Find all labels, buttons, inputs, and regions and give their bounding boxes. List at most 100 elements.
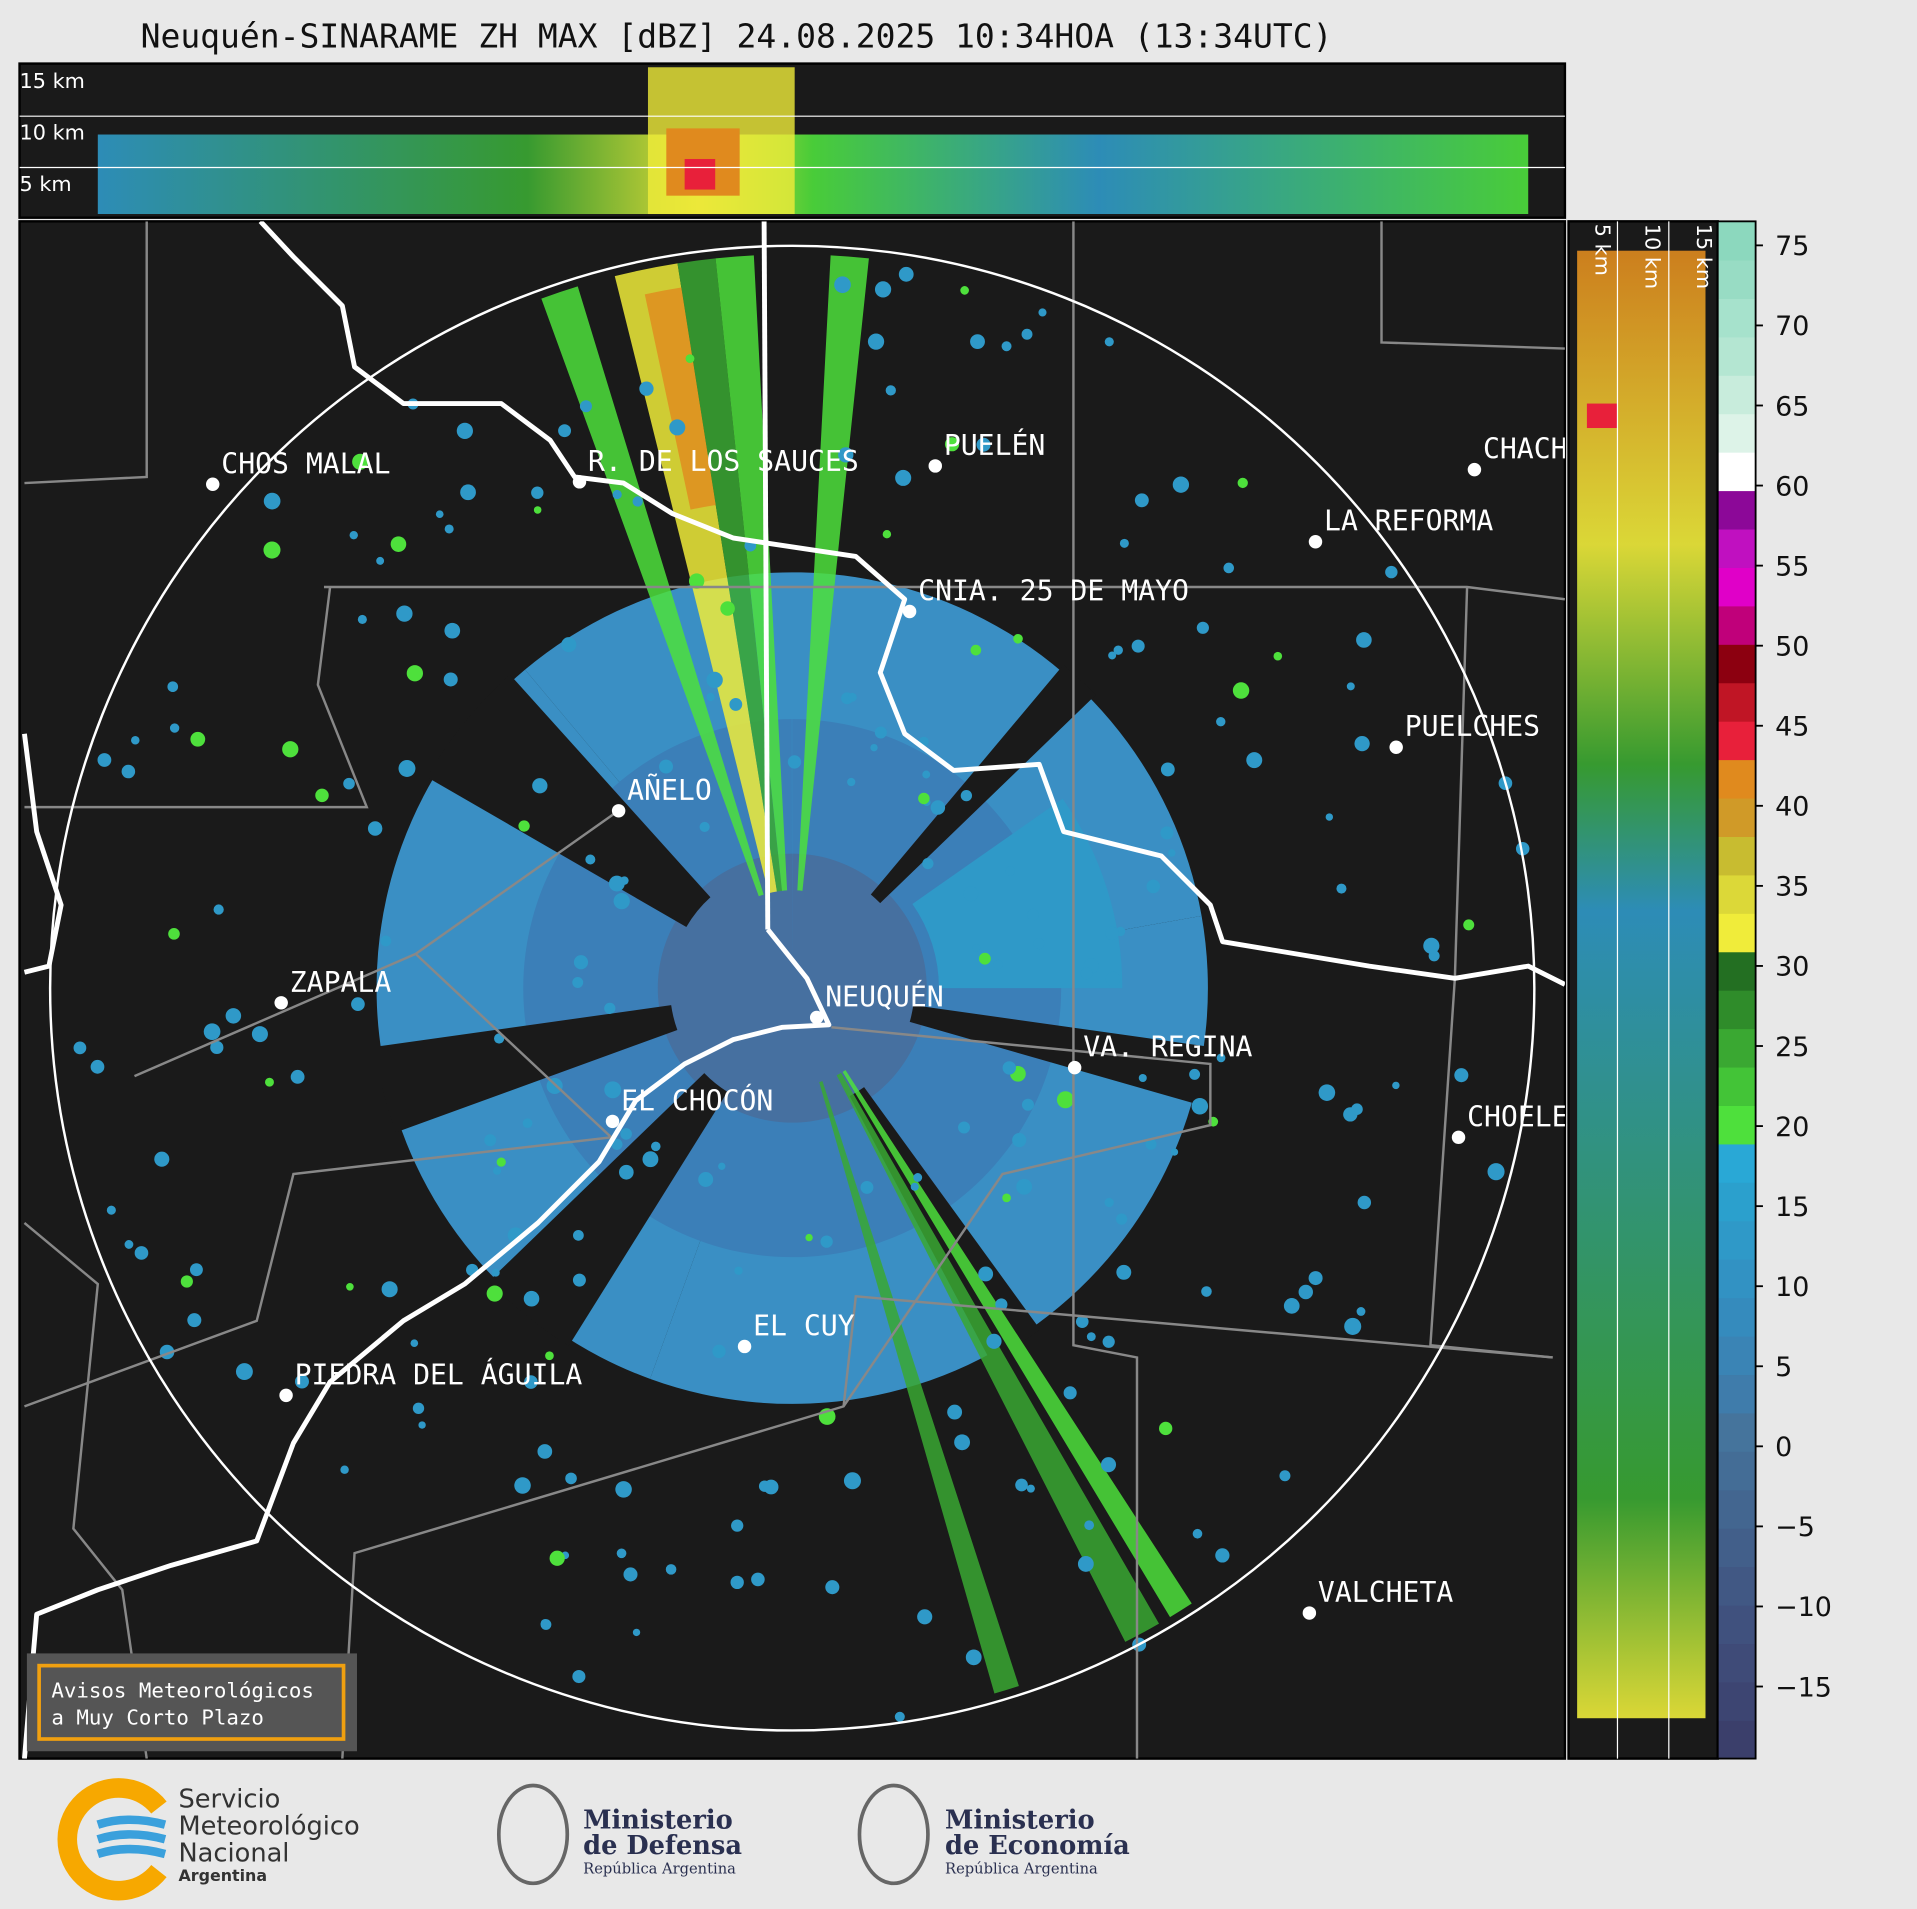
colorbar-segment: [1717, 1527, 1756, 1568]
boundary: [323, 585, 1565, 601]
echo-dot: [1463, 919, 1475, 931]
echo-dot: [729, 697, 743, 711]
echo: [677, 258, 783, 892]
echo-dot: [1216, 1053, 1226, 1063]
echo-dot: [444, 622, 461, 639]
echo-dot: [1021, 328, 1033, 340]
echo-dot: [579, 400, 592, 413]
colorbar-segment: [1717, 1604, 1756, 1645]
echo-dot: [290, 1069, 305, 1084]
colorbar-segment: [1717, 874, 1756, 914]
height-label: 5 km: [20, 172, 72, 196]
echo-dot: [518, 820, 530, 832]
echo-dot: [685, 354, 695, 364]
echo-dot: [604, 1002, 616, 1014]
echo-dot: [367, 821, 383, 836]
echo-dot: [847, 777, 856, 787]
top-profile: 15 km 10 km 5 km: [18, 62, 1567, 219]
logo-text: Ministerio: [945, 1805, 1095, 1835]
echo-dot: [1392, 1081, 1400, 1090]
colorbar-tick-label: 65: [1775, 391, 1809, 422]
echo-dot: [1454, 1068, 1469, 1083]
province-borders: [22, 221, 1565, 1759]
echo-dot: [947, 1404, 963, 1420]
echo-dot: [1246, 752, 1263, 769]
echo-dot: [954, 1434, 971, 1451]
echo-dot: [986, 1333, 1002, 1349]
colorbar-tick-label: 0: [1775, 1432, 1792, 1463]
echo-dot: [1086, 1332, 1096, 1342]
echo-dot: [235, 1363, 253, 1381]
echo-dot: [1223, 562, 1235, 574]
colorbar-segment: [1717, 298, 1756, 338]
echo-dot: [1056, 1091, 1074, 1109]
place-dot: [279, 1388, 293, 1403]
place-label: ZAPALA: [290, 966, 392, 999]
echo-dot: [918, 792, 930, 805]
boundary: [24, 952, 615, 1408]
echo-dot: [169, 723, 180, 733]
echo-dot: [524, 1375, 538, 1389]
echo-dot: [381, 1281, 398, 1298]
echo-dot: [1215, 1548, 1230, 1563]
notice-frame: [37, 1663, 346, 1741]
colorbar-segment: [1717, 605, 1756, 645]
echo-dot: [604, 1081, 622, 1099]
echo-dot: [282, 741, 299, 758]
height-label: 5 km: [1590, 224, 1614, 276]
colorbar-tick-label: 50: [1775, 631, 1809, 662]
echo-dot: [73, 1041, 87, 1055]
echo-dot: [1160, 826, 1174, 840]
place-label: PIEDRA DEL ÁGUILA: [295, 1357, 583, 1391]
echo-dot: [1005, 866, 1016, 876]
echo-dot: [533, 506, 542, 514]
echo-dot: [418, 1421, 426, 1429]
echo-dot: [731, 1519, 744, 1532]
echo: [819, 1081, 1019, 1694]
echo-dot: [493, 1166, 502, 1175]
colorbar-segment: [1717, 1681, 1756, 1721]
defensa-logo: Ministerio de Defensa República Argentin…: [496, 1783, 742, 1886]
echo-dot: [874, 281, 892, 298]
echo-dot: [1077, 1556, 1094, 1572]
notice-box: [26, 1653, 357, 1752]
place-dot: [928, 459, 942, 473]
echo-dot: [1325, 813, 1334, 821]
colorbar-tick-label: 45: [1775, 712, 1809, 743]
echo-dot: [712, 1344, 726, 1359]
echo-dot: [1027, 908, 1039, 921]
logo-text: Servicio: [178, 1784, 280, 1814]
echo-dot: [523, 1290, 540, 1307]
logo-text: Nacional: [178, 1838, 289, 1868]
echo-dot: [632, 1628, 641, 1637]
colorbar-segment: [1717, 951, 1756, 991]
echo-dot: [265, 1077, 274, 1087]
echo-dot: [1283, 1298, 1300, 1314]
echo-dot: [390, 536, 407, 552]
echo-dot: [435, 510, 444, 519]
echo-dot: [1102, 1335, 1115, 1348]
echo-dot: [1515, 842, 1530, 856]
place-dot: [1302, 1606, 1317, 1620]
echo-dot: [531, 486, 544, 499]
colorbar-tick-label: 15: [1775, 1192, 1809, 1223]
echo-dot: [351, 997, 365, 1011]
echo-dot: [573, 1229, 584, 1241]
echo-dot: [456, 422, 473, 439]
echo-dot: [315, 788, 329, 803]
boundary: [24, 221, 148, 485]
place-dot: [809, 1010, 824, 1025]
colorbar-tick-label: −5: [1775, 1512, 1815, 1543]
colorbar-segment: [1717, 1720, 1756, 1760]
colorbar-segment: [1717, 1066, 1756, 1106]
echo-dot: [1196, 621, 1209, 634]
echo-dot: [1075, 1315, 1089, 1328]
echo-dot: [210, 1040, 224, 1055]
echo-dot: [1021, 1098, 1034, 1111]
colorbar-tick-label: 30: [1775, 952, 1809, 983]
map: CHOS MALAL R. DE LOS SAUCES PUELÉN CHACH LA …: [18, 220, 1567, 1760]
colorbar-segment: [1717, 528, 1756, 568]
echo: [644, 287, 716, 510]
colorbar-segment: [1717, 913, 1756, 953]
radar-echoes: [73, 255, 1530, 1722]
